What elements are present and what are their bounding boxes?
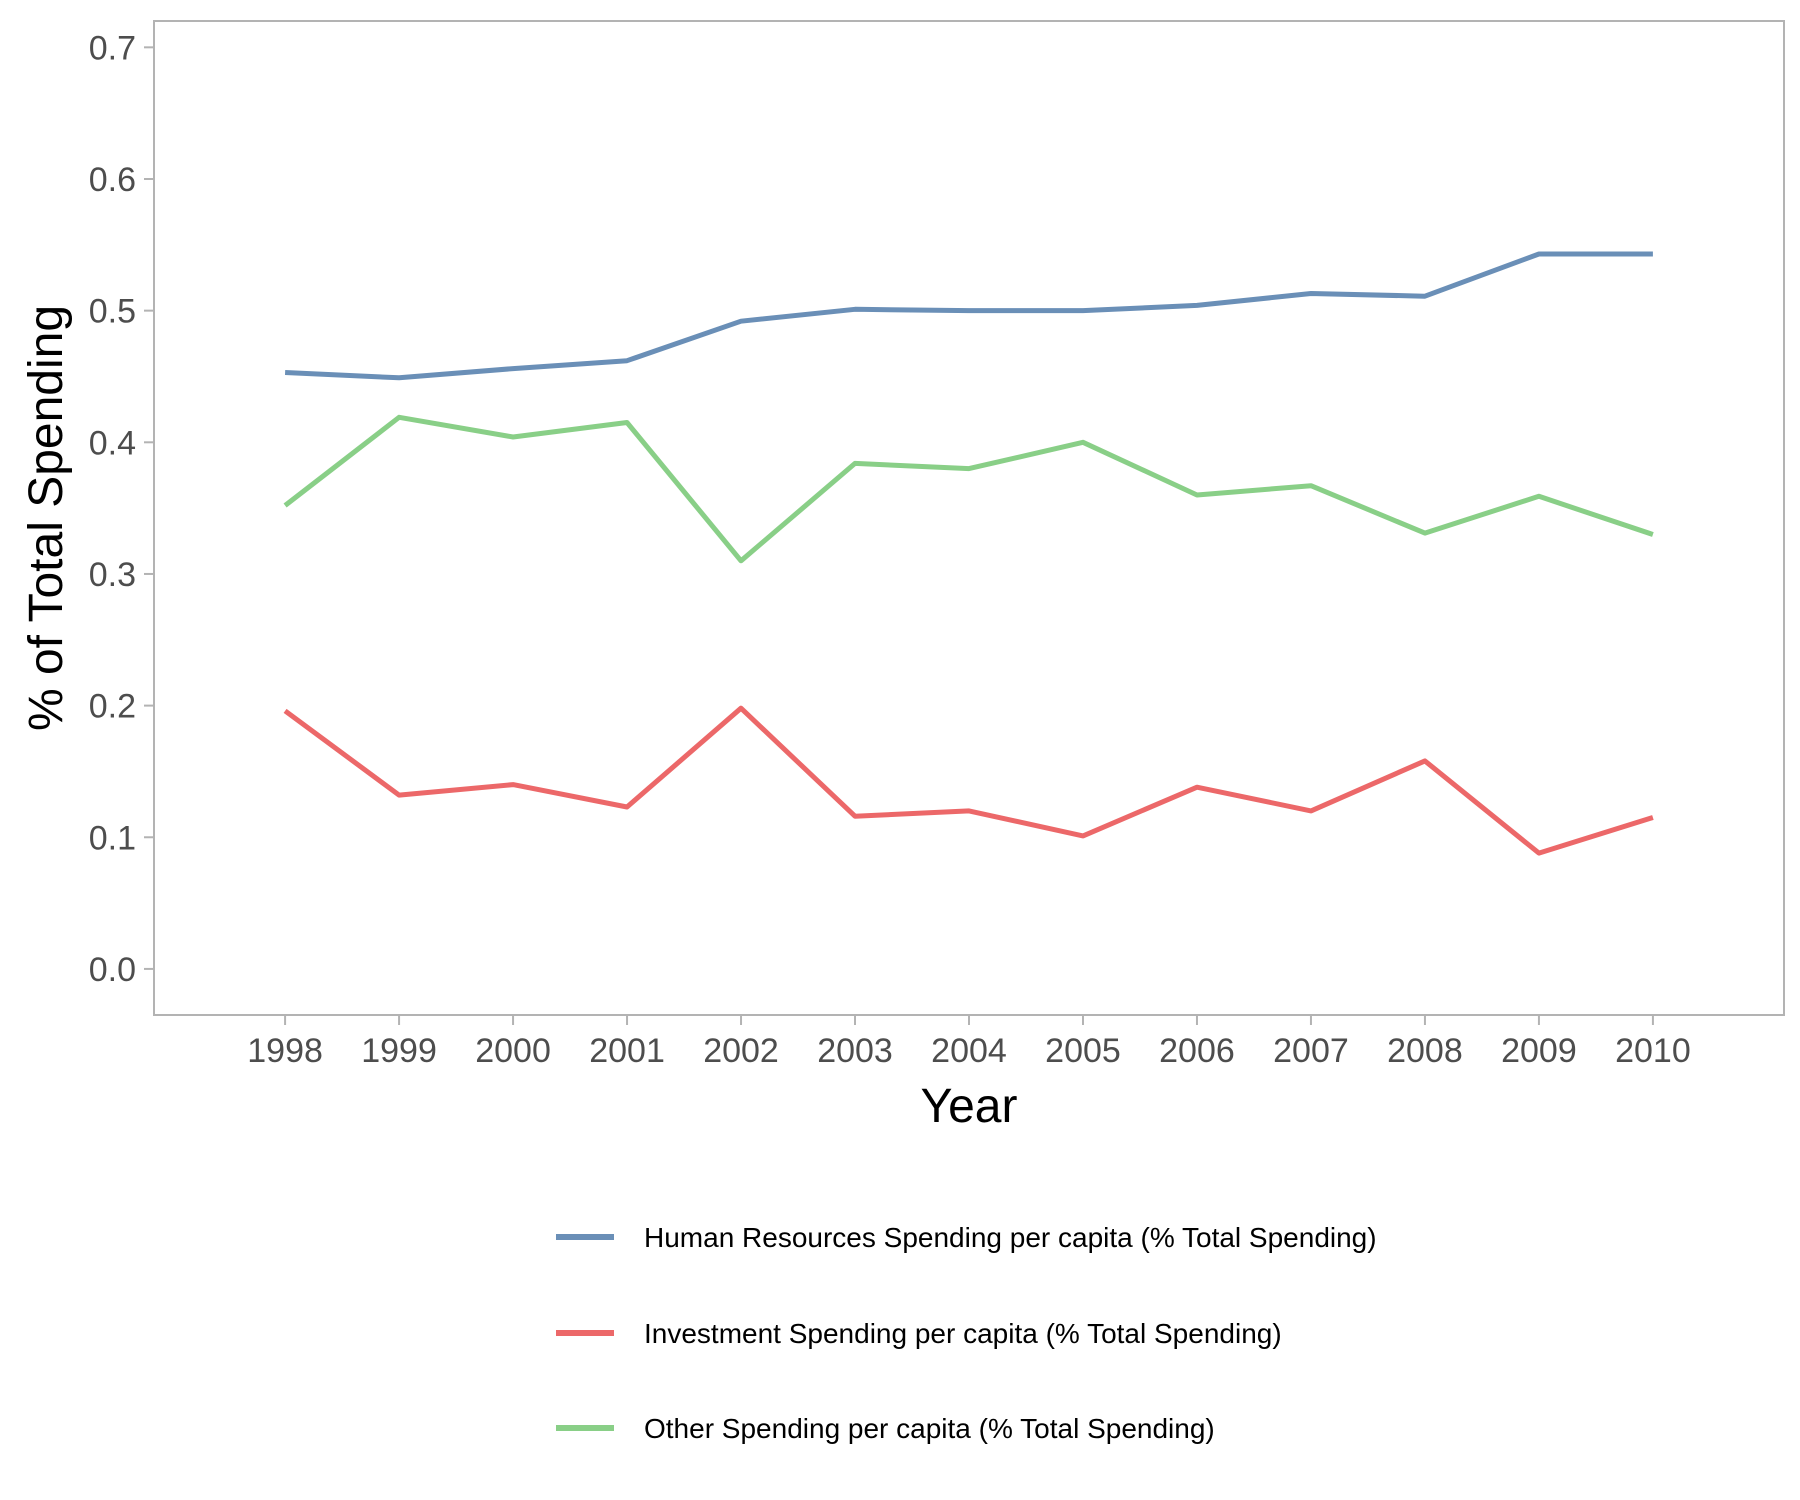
x-tick-label: 2000 — [475, 1032, 551, 1070]
plot-panel-border — [153, 20, 1785, 1016]
legend-label-2: Other Spending per capita (% Total Spend… — [644, 1413, 1215, 1444]
y-tick-label: 0.3 — [89, 556, 136, 594]
y-tick-label: 0.5 — [89, 293, 136, 331]
x-tick-label: 2007 — [1273, 1032, 1349, 1070]
y-tick-label: 0.0 — [89, 951, 136, 989]
x-tick-label: 2008 — [1387, 1032, 1463, 1070]
x-tick-label: 2010 — [1615, 1032, 1691, 1070]
legend-label-0: Human Resources Spending per capita (% T… — [644, 1222, 1377, 1253]
x-tick-label: 2004 — [931, 1032, 1007, 1070]
legend-label-1: Investment Spending per capita (% Total … — [644, 1318, 1282, 1349]
x-tick-label: 2003 — [817, 1032, 893, 1070]
x-axis-title: Year — [921, 1080, 1018, 1133]
x-tick-label: 2006 — [1159, 1032, 1235, 1070]
x-tick-label: 2009 — [1501, 1032, 1577, 1070]
x-axis: 1998 1999 2000 2001 2002 2003 2004 2005 2006 2007… — [247, 1015, 1691, 1070]
y-tick-label: 0.7 — [89, 29, 136, 67]
y-tick-label: 0.6 — [89, 161, 136, 199]
y-tick-label: 0.4 — [89, 424, 136, 462]
x-tick-label: 1998 — [247, 1032, 323, 1070]
x-tick-label: 2002 — [703, 1032, 779, 1070]
series-lines — [283, 251, 1654, 856]
y-tick-label: 0.2 — [89, 688, 136, 726]
x-tick-label: 2001 — [589, 1032, 665, 1070]
y-axis: 0.0 0.1 0.2 0.3 0.4 0.5 0.6 0.7 — [89, 29, 154, 989]
y-axis-title: % of Total Spending — [20, 305, 73, 731]
x-tick-label: 1999 — [361, 1032, 437, 1070]
x-tick-label: 2005 — [1045, 1032, 1121, 1070]
y-tick-label: 0.1 — [89, 819, 136, 857]
series-line-2 — [283, 414, 1654, 564]
legend: Human Resources Spending per capita (% T… — [556, 1222, 1377, 1444]
series-line-0 — [284, 251, 1653, 381]
series-line-1 — [283, 705, 1654, 856]
